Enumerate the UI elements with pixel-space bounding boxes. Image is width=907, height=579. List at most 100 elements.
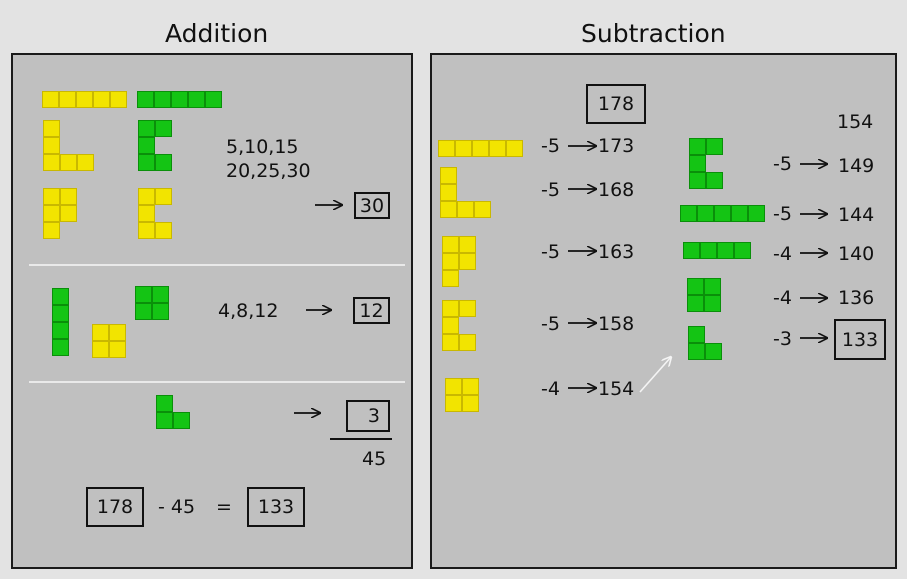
subtraction-panel xyxy=(430,53,897,569)
green-block xyxy=(683,242,700,259)
green-block xyxy=(155,120,172,137)
yellow-block xyxy=(442,317,459,334)
green-block xyxy=(152,303,169,320)
green-block xyxy=(173,412,190,429)
yellow-block xyxy=(440,184,457,201)
yellow-block xyxy=(459,334,476,351)
green-block xyxy=(138,154,155,171)
green-block xyxy=(689,172,706,189)
green-block xyxy=(52,288,69,305)
yellow-block xyxy=(42,91,59,108)
right-step-op: -4 xyxy=(773,287,792,309)
equation-result-box: 133 xyxy=(247,487,305,527)
green-block xyxy=(138,137,155,154)
yellow-block xyxy=(92,341,109,358)
left-step-result: 168 xyxy=(598,179,635,201)
right-step-result: 140 xyxy=(838,243,875,265)
yellow-block xyxy=(474,201,491,218)
yellow-block xyxy=(442,334,459,351)
green-block xyxy=(748,205,765,222)
final-result-box: 133 xyxy=(834,319,886,360)
connector-arrow-icon xyxy=(639,357,671,393)
yellow-block xyxy=(442,270,459,287)
yellow-block xyxy=(92,324,109,341)
addition-panel xyxy=(11,53,413,569)
yellow-block xyxy=(445,378,462,395)
yellow-block xyxy=(489,140,506,157)
yellow-block xyxy=(155,222,172,239)
yellow-block xyxy=(109,324,126,341)
green-block xyxy=(155,154,172,171)
sum-line xyxy=(330,438,392,440)
sum-total: 45 xyxy=(362,448,387,470)
yellow-block xyxy=(59,91,76,108)
sequence-fours: 4,8,12 xyxy=(218,300,279,322)
green-block xyxy=(704,278,721,295)
addition-divider-1 xyxy=(29,264,405,266)
yellow-block xyxy=(462,378,479,395)
yellow-block xyxy=(138,188,155,205)
green-block xyxy=(152,286,169,303)
right-step-op: -4 xyxy=(773,243,792,265)
yellow-block xyxy=(60,188,77,205)
yellow-block xyxy=(43,120,60,137)
yellow-block xyxy=(43,205,60,222)
green-block xyxy=(706,172,723,189)
subtraction-title: Subtraction xyxy=(581,19,726,48)
green-block xyxy=(705,343,722,360)
green-block xyxy=(689,138,706,155)
yellow-block xyxy=(462,395,479,412)
green-block xyxy=(171,91,188,108)
green-block xyxy=(689,155,706,172)
left-step-result: 163 xyxy=(598,241,635,263)
green-block xyxy=(731,205,748,222)
equation-equals: = xyxy=(216,496,232,518)
yellow-block xyxy=(155,188,172,205)
sequence-fives-line1: 5,10,15 xyxy=(226,136,299,158)
right-step-result: 144 xyxy=(838,204,875,226)
green-block xyxy=(52,305,69,322)
yellow-block xyxy=(442,300,459,317)
green-block xyxy=(52,339,69,356)
yellow-block xyxy=(442,236,459,253)
green-block xyxy=(156,412,173,429)
yellow-block xyxy=(110,91,127,108)
left-step-op: -5 xyxy=(541,241,560,263)
equation-start-box: 178 xyxy=(86,487,144,527)
yellow-block xyxy=(43,137,60,154)
green-block xyxy=(188,91,205,108)
green-block xyxy=(700,242,717,259)
yellow-block xyxy=(459,300,476,317)
addition-divider-2 xyxy=(29,381,405,383)
green-block xyxy=(687,278,704,295)
yellow-block xyxy=(43,154,60,171)
green-block xyxy=(138,120,155,137)
result-fives-box: 30 xyxy=(354,192,390,219)
yellow-block xyxy=(455,140,472,157)
left-step-result: 173 xyxy=(598,135,635,157)
sequence-fives-line2: 20,25,30 xyxy=(226,160,311,182)
result-threes-box: 3 xyxy=(346,400,390,432)
yellow-block xyxy=(472,140,489,157)
left-step-op: -5 xyxy=(541,179,560,201)
yellow-block xyxy=(445,395,462,412)
right-step-result: 136 xyxy=(838,287,875,309)
yellow-block xyxy=(43,188,60,205)
green-block xyxy=(135,303,152,320)
green-block xyxy=(704,295,721,312)
green-block xyxy=(717,242,734,259)
yellow-block xyxy=(457,201,474,218)
left-step-result: 158 xyxy=(598,313,635,335)
left-step-result: 154 xyxy=(598,378,635,400)
green-block xyxy=(156,395,173,412)
addition-title: Addition xyxy=(165,19,269,48)
yellow-block xyxy=(459,253,476,270)
yellow-block xyxy=(77,154,94,171)
yellow-block xyxy=(43,222,60,239)
green-block xyxy=(154,91,171,108)
yellow-block xyxy=(459,236,476,253)
yellow-block xyxy=(440,167,457,184)
yellow-block xyxy=(506,140,523,157)
yellow-block xyxy=(138,205,155,222)
